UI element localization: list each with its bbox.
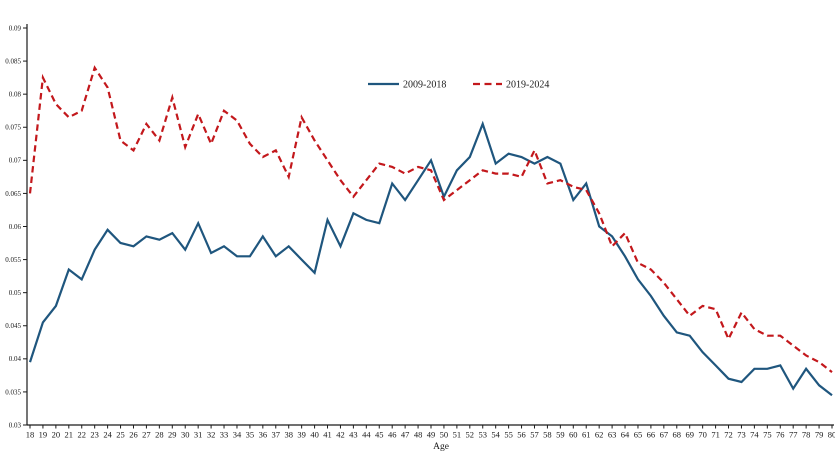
x-tick-label: 47 bbox=[401, 430, 410, 440]
x-tick-label: 66 bbox=[647, 430, 656, 440]
y-tick-label: 0.045 bbox=[5, 322, 21, 330]
x-tick-label: 63 bbox=[608, 430, 617, 440]
x-tick-label: 33 bbox=[220, 430, 229, 440]
x-tick-label: 69 bbox=[685, 430, 694, 440]
y-tick-label: 0.035 bbox=[5, 388, 21, 396]
x-tick-label: 46 bbox=[388, 430, 397, 440]
y-tick-label: 0.075 bbox=[5, 124, 21, 132]
series-2019-2024 bbox=[28, 65, 833, 373]
x-tick-label: 65 bbox=[634, 430, 643, 440]
x-tick-label: 68 bbox=[673, 430, 682, 440]
data-series bbox=[28, 65, 833, 397]
x-tick-label: 26 bbox=[129, 430, 138, 440]
x-tick-label: 49 bbox=[427, 430, 436, 440]
x-tick-label: 28 bbox=[155, 430, 164, 440]
legend-label-2009-2018: 2009-2018 bbox=[403, 80, 446, 91]
x-tick-label: 44 bbox=[362, 430, 371, 440]
x-tick-label: 39 bbox=[297, 430, 306, 440]
x-tick-label: 31 bbox=[194, 430, 203, 440]
x-tick-label: 70 bbox=[698, 430, 707, 440]
x-tick-label: 80 bbox=[828, 430, 835, 440]
x-axis-title: Age bbox=[433, 442, 449, 452]
x-tick-label: 43 bbox=[349, 430, 358, 440]
x-tick-label: 29 bbox=[168, 430, 177, 440]
x-axis-ticks: 18 19 20 21 22 23 24 25 26 27 28 29 30 31 32 33 34 35 36 37… bbox=[26, 425, 835, 440]
y-tick-label: 0.08 bbox=[9, 91, 22, 99]
x-tick-label: 59 bbox=[556, 430, 565, 440]
legend-label-2019-2024: 2019-2024 bbox=[506, 80, 549, 91]
y-tick-label: 0.07 bbox=[9, 157, 22, 165]
x-tick-label: 41 bbox=[323, 430, 332, 440]
x-tick-label: 62 bbox=[595, 430, 604, 440]
x-tick-label: 72 bbox=[724, 430, 733, 440]
x-tick-label: 57 bbox=[530, 430, 539, 440]
x-tick-label: 76 bbox=[776, 430, 785, 440]
series-2009-2018 bbox=[28, 120, 833, 397]
y-tick-label: 0.03 bbox=[9, 421, 22, 429]
legend: 2009-2018 2019-2024 bbox=[368, 80, 549, 91]
x-tick-label: 37 bbox=[272, 430, 281, 440]
x-tick-label: 73 bbox=[737, 430, 746, 440]
x-tick-label: 27 bbox=[142, 430, 151, 440]
x-tick-label: 61 bbox=[582, 430, 591, 440]
y-tick-label: 0.055 bbox=[5, 256, 21, 264]
x-tick-label: 42 bbox=[336, 430, 345, 440]
x-tick-label: 67 bbox=[660, 430, 669, 440]
x-tick-label: 18 bbox=[26, 430, 35, 440]
x-tick-label: 55 bbox=[504, 430, 513, 440]
x-tick-label: 35 bbox=[246, 430, 255, 440]
y-tick-label: 0.05 bbox=[9, 289, 22, 297]
x-tick-label: 58 bbox=[543, 430, 552, 440]
x-tick-label: 23 bbox=[90, 430, 99, 440]
x-tick-label: 32 bbox=[207, 430, 216, 440]
x-tick-label: 19 bbox=[39, 430, 48, 440]
y-tick-label: 0.04 bbox=[9, 355, 22, 363]
x-tick-label: 53 bbox=[478, 430, 487, 440]
x-tick-label: 75 bbox=[763, 430, 772, 440]
x-tick-label: 50 bbox=[440, 430, 449, 440]
x-tick-label: 38 bbox=[284, 430, 293, 440]
x-tick-label: 36 bbox=[259, 430, 268, 440]
x-tick-label: 64 bbox=[621, 430, 630, 440]
y-tick-label: 0.085 bbox=[5, 57, 21, 65]
x-tick-label: 79 bbox=[815, 430, 824, 440]
x-tick-label: 71 bbox=[711, 430, 720, 440]
y-tick-label: 0.065 bbox=[5, 190, 21, 198]
y-axis-ticks: 0.03 0.035 0.04 0.045 0.05 0.055 0.06 0.065 0.07… bbox=[5, 24, 27, 429]
x-tick-label: 30 bbox=[181, 430, 190, 440]
x-tick-label: 60 bbox=[569, 430, 578, 440]
y-tick-label: 0.06 bbox=[9, 223, 22, 231]
x-tick-label: 77 bbox=[789, 430, 798, 440]
x-tick-label: 22 bbox=[77, 430, 86, 440]
x-tick-label: 25 bbox=[116, 430, 125, 440]
y-tick-label: 0.09 bbox=[9, 24, 22, 32]
x-tick-label: 40 bbox=[310, 430, 319, 440]
x-tick-label: 20 bbox=[52, 430, 61, 440]
x-tick-label: 54 bbox=[491, 430, 500, 440]
x-tick-label: 52 bbox=[466, 430, 475, 440]
x-tick-label: 24 bbox=[103, 430, 112, 440]
x-tick-label: 45 bbox=[375, 430, 384, 440]
x-tick-label: 78 bbox=[802, 430, 811, 440]
x-tick-label: 74 bbox=[750, 430, 759, 440]
x-tick-label: 34 bbox=[233, 430, 242, 440]
x-tick-label: 48 bbox=[414, 430, 423, 440]
x-tick-label: 21 bbox=[65, 430, 74, 440]
x-tick-label: 51 bbox=[453, 430, 462, 440]
x-tick-label: 56 bbox=[517, 430, 526, 440]
